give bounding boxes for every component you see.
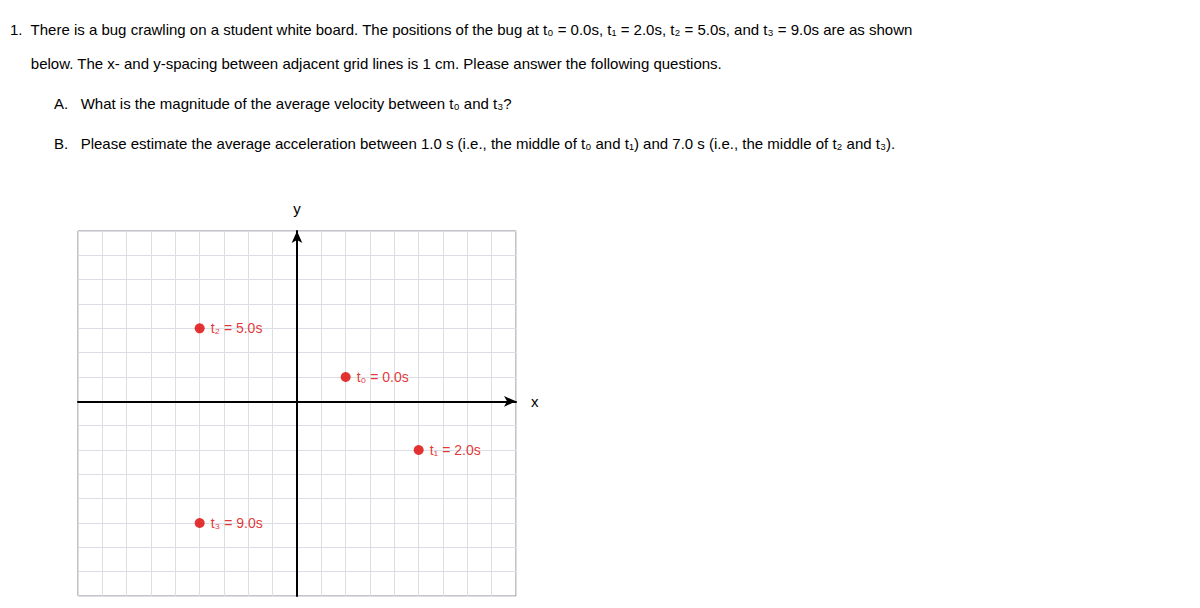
svg-text:B. Please estimate the avera: B. Please estimate the average accelerat… — [54, 135, 895, 152]
svg-text:t₁ = 2.0s: t₁ = 2.0s — [430, 442, 481, 458]
svg-text:below. The x- and y-spacing be: below. The x- and y-spacing between adja… — [10, 55, 722, 72]
svg-text:t₃ = 9.0s: t₃ = 9.0s — [211, 515, 263, 531]
svg-text:A. What is the magnitude of: A. What is the magnitude of the average … — [54, 95, 512, 112]
svg-text:t₂ = 5.0s: t₂ = 5.0s — [211, 320, 263, 336]
svg-text:y: y — [293, 200, 301, 217]
svg-text:1. There is a bug crawling on: 1. There is a bug crawling on a student … — [10, 21, 912, 38]
svg-text:x: x — [531, 393, 539, 410]
svg-text:t₀ = 0.0s: t₀ = 0.0s — [357, 369, 409, 385]
